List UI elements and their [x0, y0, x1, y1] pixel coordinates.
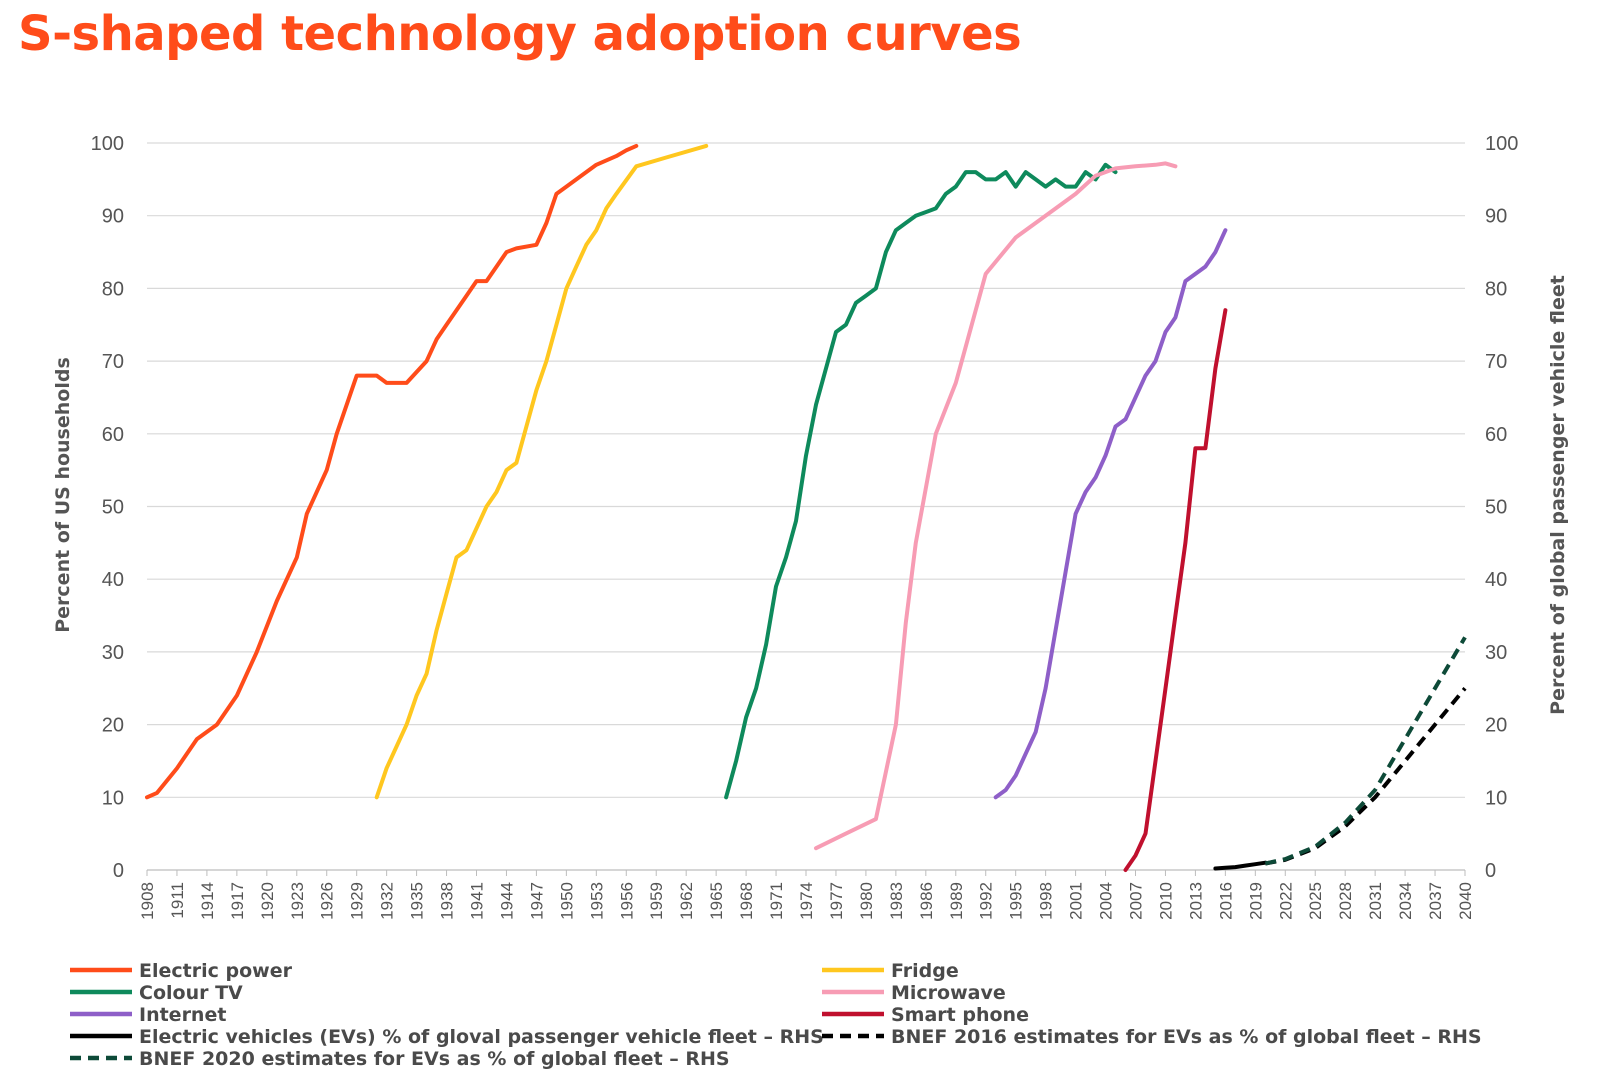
series-line-1 — [374, 143, 709, 800]
x-tick-label: 2019 — [1246, 882, 1265, 920]
series-lines — [145, 143, 1467, 872]
y-tick-label-left: 80 — [102, 278, 124, 300]
x-tick-label: 2034 — [1396, 882, 1415, 920]
x-tick-label: 1926 — [318, 882, 337, 920]
x-tick-label: 2007 — [1127, 882, 1146, 920]
y-axis-label-left: Percent of US households — [52, 357, 74, 633]
y-tick-label-right: 70 — [1485, 351, 1507, 373]
series-line-5 — [1123, 308, 1228, 872]
x-tick-label: 1968 — [737, 882, 756, 920]
x-tick-label: 1980 — [857, 882, 876, 920]
x-tick-label: 1908 — [138, 882, 157, 920]
x-tick-label: 1923 — [288, 882, 307, 920]
x-tick-label: 1971 — [767, 882, 786, 920]
y-tick-label-right: 100 — [1485, 133, 1518, 155]
series-line-4 — [993, 228, 1228, 800]
legend-label: Colour TV — [139, 982, 243, 1004]
y-tick-label-left: 30 — [102, 642, 124, 664]
x-tick-label: 2013 — [1186, 882, 1205, 920]
series-line-3 — [814, 161, 1178, 851]
y-tick-label-left: 40 — [102, 569, 124, 591]
series-line-0 — [145, 143, 639, 800]
y-tick-label-left: 70 — [102, 351, 124, 373]
y-tick-label-left: 60 — [102, 424, 124, 446]
y-axis-label-right: Percent of global passenger vehicle flee… — [1547, 275, 1569, 715]
x-tick-label: 1941 — [468, 882, 487, 920]
x-tick-label: 1962 — [677, 882, 696, 920]
y-tick-label-right: 50 — [1485, 497, 1507, 519]
series-line-6 — [1213, 860, 1268, 871]
y-tick-label-left: 100 — [91, 133, 124, 155]
x-tick-label: 1932 — [378, 882, 397, 920]
legend-label: Internet — [139, 1004, 226, 1026]
x-tick-label: 1950 — [557, 882, 576, 920]
legend-label: BNEF 2020 estimates for EVs as % of glob… — [139, 1048, 730, 1070]
series-line-7 — [1264, 687, 1467, 866]
x-tick-label: 2028 — [1336, 882, 1355, 920]
x-tick-label: 1992 — [977, 882, 996, 920]
x-tick-label: 1938 — [438, 882, 457, 920]
y-tick-label-right: 0 — [1485, 860, 1496, 882]
y-tick-label-left: 50 — [102, 497, 124, 519]
y-axis-right: 0 10 20 30 40 50 60 70 80 90 100 — [1485, 133, 1518, 882]
x-tick-label: 2031 — [1366, 882, 1385, 920]
series-line-8 — [1264, 636, 1467, 866]
y-tick-label-right: 60 — [1485, 424, 1507, 446]
x-tick-label: 1920 — [258, 882, 277, 920]
x-tick-label: 2022 — [1276, 882, 1295, 920]
y-tick-label-left: 10 — [102, 787, 124, 809]
legend-label: Fridge — [891, 960, 959, 982]
x-tick-label: 1959 — [647, 882, 666, 920]
y-tick-label-right: 30 — [1485, 642, 1507, 664]
legend-label: Electric vehicles (EVs) % of gloval pass… — [139, 1026, 824, 1048]
legend-label: Smart phone — [891, 1004, 1029, 1026]
y-tick-label-left: 90 — [102, 206, 124, 228]
legend-label: Microwave — [891, 982, 1006, 1004]
y-tick-label-right: 20 — [1485, 715, 1507, 737]
y-tick-label-left: 0 — [113, 860, 124, 882]
x-tick-label: 1944 — [497, 882, 516, 920]
x-tick-label: 1914 — [198, 882, 217, 920]
x-tick-label: 2025 — [1306, 882, 1325, 920]
x-axis: 1908 1911 1914 1917 1920 1923 1926 1929 1932 1935… — [138, 870, 1475, 920]
x-tick-label: 1995 — [1007, 882, 1026, 920]
x-tick-label: 1986 — [917, 882, 936, 920]
x-tick-label: 1965 — [707, 882, 726, 920]
series-line-2 — [724, 162, 1118, 800]
x-tick-label: 2016 — [1216, 882, 1235, 920]
x-tick-label: 1953 — [587, 882, 606, 920]
y-tick-label-right: 10 — [1485, 787, 1507, 809]
x-tick-label: 1956 — [617, 882, 636, 920]
y-tick-label-right: 80 — [1485, 278, 1507, 300]
y-tick-label-right: 90 — [1485, 206, 1507, 228]
x-tick-label: 1947 — [527, 882, 546, 920]
x-tick-label: 1983 — [887, 882, 906, 920]
legend-label: BNEF 2016 estimates for EVs as % of glob… — [891, 1026, 1482, 1048]
x-tick-label: 2004 — [1097, 882, 1116, 920]
x-tick-label: 1977 — [827, 882, 846, 920]
x-tick-label: 2040 — [1456, 882, 1475, 920]
x-tick-label: 2001 — [1067, 882, 1086, 920]
x-tick-label: 1929 — [348, 882, 367, 920]
x-tick-label: 1974 — [797, 882, 816, 920]
x-tick-label: 1998 — [1037, 882, 1056, 920]
x-tick-label: 1935 — [408, 882, 427, 920]
y-tick-label-left: 20 — [102, 715, 124, 737]
legend-label: Electric power — [139, 960, 293, 982]
y-axis-left: 0 10 20 30 40 50 60 70 80 90 100 — [91, 133, 124, 882]
y-tick-label-right: 40 — [1485, 569, 1507, 591]
chart-title: S-shaped technology adoption curves — [18, 6, 1022, 62]
x-tick-label: 1911 — [168, 882, 187, 919]
x-tick-label: 2037 — [1426, 882, 1445, 920]
gridlines — [147, 142, 1465, 871]
x-tick-label: 1989 — [947, 882, 966, 920]
legend: Electric power Fridge Colour TV Microwave In… — [70, 960, 1482, 1070]
x-tick-label: 2010 — [1156, 882, 1175, 920]
x-tick-label: 1917 — [228, 882, 247, 920]
